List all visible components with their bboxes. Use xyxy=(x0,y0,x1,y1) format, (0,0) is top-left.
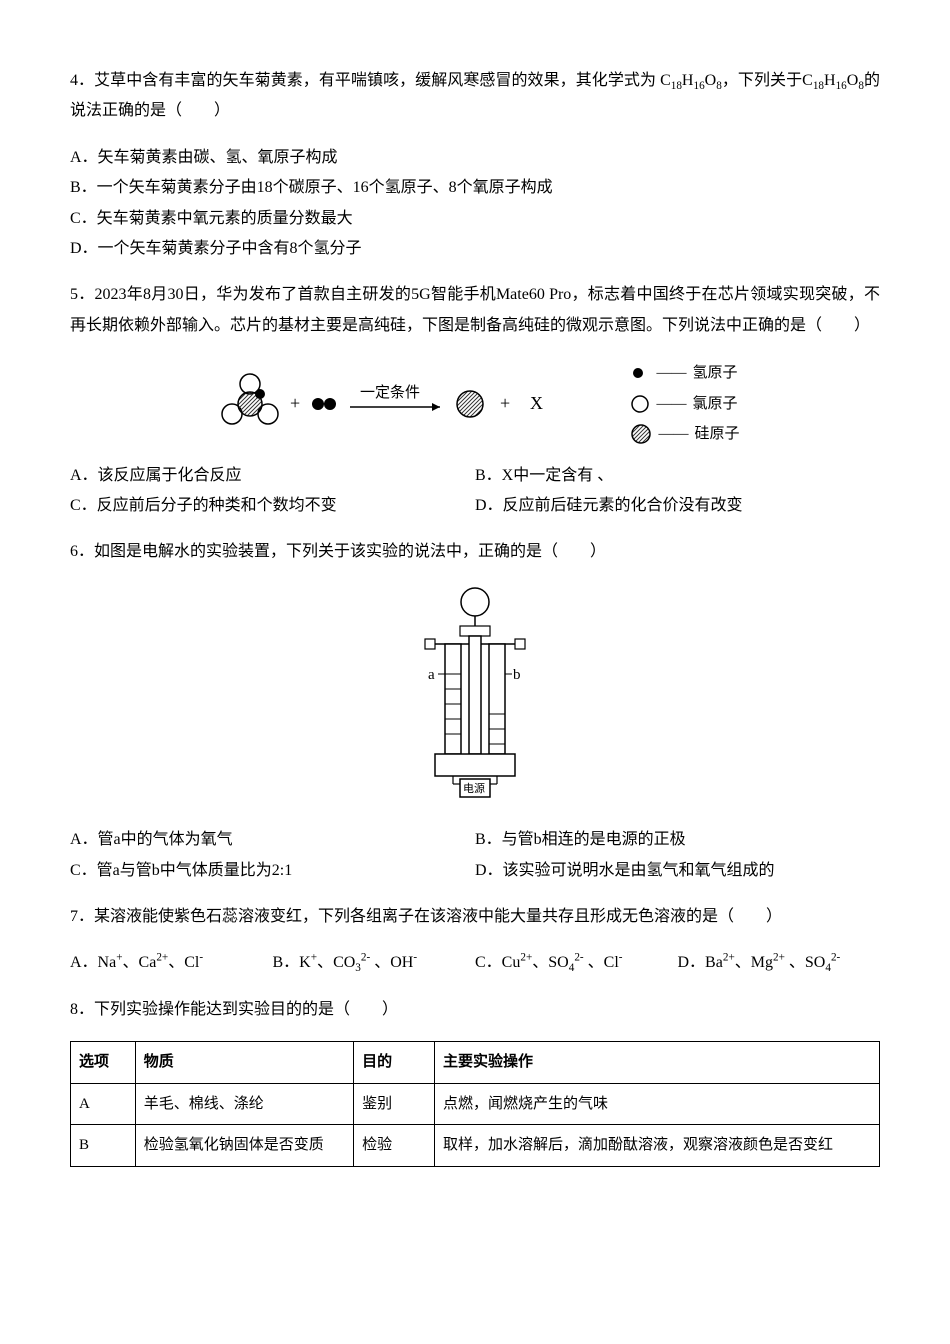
cell-b-0: B xyxy=(71,1125,136,1167)
question-6: 6．如图是电解水的实验装置，下列关于该实验的说法中，正确的是（ ） xyxy=(70,537,880,886)
q7-option-d: D．Ba2+、Mg2+ 、SO42- xyxy=(678,948,881,978)
legend-h-row: ——氢原子 xyxy=(630,359,739,388)
q4-stem: 4．艾草中含有丰富的矢车菊黄素，有平喘镇咳，缓解风寒感冒的效果，其化学式为 C1… xyxy=(70,66,880,127)
q6-options: A．管a中的气体为氧气 B．与管b相连的是电源的正极 C．管a与管b中气体质量比… xyxy=(70,825,880,886)
q4-formula-2: C18H16O8 xyxy=(802,72,864,89)
q6-option-b: B．与管b相连的是电源的正极 xyxy=(475,825,880,855)
label-a: a xyxy=(428,667,435,683)
legend-cl-label: 氯原子 xyxy=(692,390,737,419)
molecule-sihcl3 xyxy=(222,374,278,424)
q6-option-c: C．管a与管b中气体质量比为2:1 xyxy=(70,856,475,886)
label-b: b xyxy=(513,667,521,683)
legend-h-label: 氢原子 xyxy=(692,359,737,388)
table-row-a: A 羊毛、棉线、涤纶 鉴别 点燃，闻燃烧产生的气味 xyxy=(71,1083,880,1125)
q6-option-a: A．管a中的气体为氧气 xyxy=(70,825,475,855)
cell-b-2: 检验 xyxy=(354,1125,435,1167)
q5-reaction-diagram: + 一定条件 + X xyxy=(70,357,880,451)
question-8: 8．下列实验操作能达到实验目的的是（ ） 选项 物质 目的 主要实验操作 A 羊… xyxy=(70,995,880,1167)
q5-option-a: A．该反应属于化合反应 xyxy=(70,461,475,491)
cell-b-3: 取样，加水溶解后，滴加酚酞溶液，观察溶液颜色是否变红 xyxy=(435,1125,880,1167)
q4-option-d: D．一个矢车菊黄素分子中含有8个氢分子 xyxy=(70,234,880,264)
q4-text-mid: ，下列关于 xyxy=(722,72,802,89)
q4-formula-1: C18H16O8 xyxy=(660,72,722,89)
q4-text-before: 4．艾草中含有丰富的矢车菊黄素，有平喘镇咳，缓解风寒感冒的效果，其化学式为 xyxy=(70,72,656,89)
reaction-svg: + 一定条件 + X xyxy=(210,369,590,439)
molecule-h2 xyxy=(312,398,336,410)
reaction-arrow: 一定条件 xyxy=(350,384,440,411)
question-7: 7．某溶液能使紫色石蕊溶液变红，下列各组离子在该溶液中能大量共存且形成无色溶液的… xyxy=(70,902,880,979)
cell-a-1: 羊毛、棉线、涤纶 xyxy=(135,1083,353,1125)
q4-option-c: C．矢车菊黄素中氧元素的质量分数最大 xyxy=(70,204,880,234)
svg-text:一定条件: 一定条件 xyxy=(360,384,420,401)
table-row-b: B 检验氢氧化钠固体是否变质 检验 取样，加水溶解后，滴加酚酞溶液，观察溶液颜色… xyxy=(71,1125,880,1167)
electrolysis-svg: 电源 a b xyxy=(390,584,560,804)
legend-cl-row: ——氯原子 xyxy=(630,390,739,419)
q5-option-c: C．反应前后分子的种类和个数均不变 xyxy=(70,491,475,521)
q7-options: A．Na+、Ca2+、Cl- B．K+、CO32- 、OH- C．Cu2+、SO… xyxy=(70,948,880,978)
th-option: 选项 xyxy=(71,1042,136,1084)
th-purpose: 目的 xyxy=(354,1042,435,1084)
th-operation: 主要实验操作 xyxy=(435,1042,880,1084)
q7-option-c: C．Cu2+、SO42- 、Cl- xyxy=(475,948,678,978)
molecule-si xyxy=(457,391,483,417)
q5-options: A．该反应属于化合反应 B．X中一定含有 、 C．反应前后分子的种类和个数均不变… xyxy=(70,461,880,522)
cell-b-1: 检验氢氧化钠固体是否变质 xyxy=(135,1125,353,1167)
question-4: 4．艾草中含有丰富的矢车菊黄素，有平喘镇咳，缓解风寒感冒的效果，其化学式为 C1… xyxy=(70,66,880,264)
q5-stem: 5．2023年8月30日，华为发布了首款自主研发的5G智能手机Mate60 Pr… xyxy=(70,280,880,341)
q5-option-b: B．X中一定含有 、 xyxy=(475,461,880,491)
cell-a-0: A xyxy=(71,1083,136,1125)
legend-si-label: 硅原子 xyxy=(694,420,739,449)
q6-apparatus: 电源 a b xyxy=(70,584,880,815)
plus-1: + xyxy=(290,393,300,413)
q8-stem: 8．下列实验操作能达到实验目的的是（ ） xyxy=(70,995,880,1025)
cell-a-2: 鉴别 xyxy=(354,1083,435,1125)
q7-option-b: B．K+、CO32- 、OH- xyxy=(273,948,476,978)
table-header-row: 选项 物质 目的 主要实验操作 xyxy=(71,1042,880,1084)
q4-option-b: B．一个矢车菊黄素分子由18个碳原子、16个氢原子、8个氧原子构成 xyxy=(70,173,880,203)
reaction-legend: ——氢原子 ——氯原子 ——硅原子 xyxy=(630,357,739,451)
q5-option-d: D．反应前后硅元素的化合价没有改变 xyxy=(475,491,880,521)
legend-si-row: ——硅原子 xyxy=(630,420,739,449)
product-x: X xyxy=(530,393,543,413)
cell-a-3: 点燃，闻燃烧产生的气味 xyxy=(435,1083,880,1125)
q7-stem: 7．某溶液能使紫色石蕊溶液变红，下列各组离子在该溶液中能大量共存且形成无色溶液的… xyxy=(70,902,880,932)
question-5: 5．2023年8月30日，华为发布了首款自主研发的5G智能手机Mate60 Pr… xyxy=(70,280,880,521)
q6-stem: 6．如图是电解水的实验装置，下列关于该实验的说法中，正确的是（ ） xyxy=(70,537,880,567)
q8-table: 选项 物质 目的 主要实验操作 A 羊毛、棉线、涤纶 鉴别 点燃，闻燃烧产生的气… xyxy=(70,1041,880,1167)
plus-2: + xyxy=(500,393,510,413)
q7-option-a: A．Na+、Ca2+、Cl- xyxy=(70,948,273,978)
q6-option-d: D．该实验可说明水是由氢气和氧气组成的 xyxy=(475,856,880,886)
q4-option-a: A．矢车菊黄素由碳、氢、氧原子构成 xyxy=(70,143,880,173)
power-label: 电源 xyxy=(463,781,485,795)
th-substance: 物质 xyxy=(135,1042,353,1084)
